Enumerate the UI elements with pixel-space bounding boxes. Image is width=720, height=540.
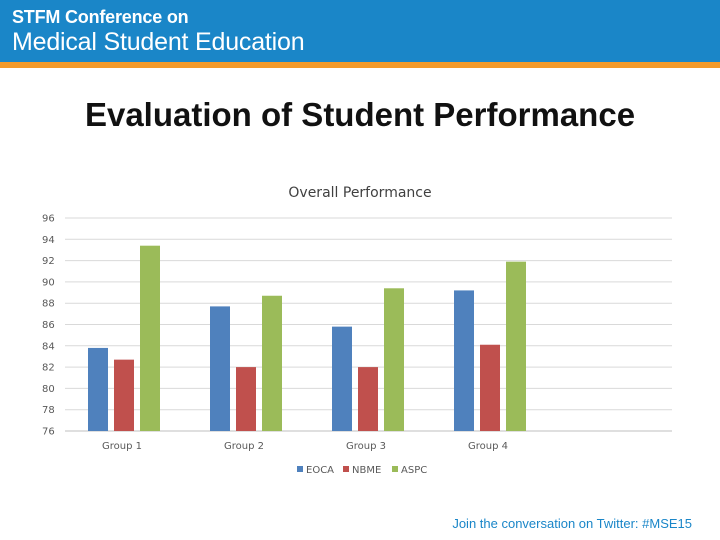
banner-line1: STFM Conference on <box>12 7 189 27</box>
y-tick-label: 96 <box>42 214 55 225</box>
y-tick-label: 94 <box>42 235 55 246</box>
legend-label: EOCA <box>306 465 334 476</box>
bar-aspc-3 <box>384 288 404 431</box>
bar-eoca-4 <box>454 290 474 431</box>
bar-eoca-1 <box>88 347 108 431</box>
x-tick-label: Group 4 <box>468 441 508 452</box>
slide-title: Evaluation of Student Performance <box>84 96 636 133</box>
bar-eoca-3 <box>332 326 352 431</box>
banner-line2: Medical Student Education <box>12 28 305 56</box>
y-tick-label: 80 <box>42 384 55 395</box>
legend-label: NBME <box>352 465 381 476</box>
legend-swatch-aspc <box>392 466 398 472</box>
y-tick-label: 82 <box>42 363 55 374</box>
legend-swatch-nbme <box>343 466 349 472</box>
bar-eoca-2 <box>210 306 230 431</box>
chart-title: Overall Performance <box>288 185 432 201</box>
x-tick-label: Group 3 <box>346 441 386 452</box>
y-tick-label: 88 <box>42 299 55 310</box>
y-tick-label: 92 <box>42 256 55 267</box>
y-tick-label: 90 <box>42 277 55 288</box>
conference-banner: STFM Conference on Medical Student Educa… <box>0 0 720 62</box>
y-tick-label: 76 <box>42 427 55 438</box>
y-tick-label: 78 <box>42 405 55 416</box>
y-tick-label: 86 <box>42 320 55 331</box>
legend-swatch-eoca <box>297 466 303 472</box>
bar-aspc-2 <box>262 295 282 431</box>
x-tick-label: Group 2 <box>224 441 264 452</box>
y-tick-label: 84 <box>42 341 55 352</box>
bar-nbme-4 <box>480 344 500 431</box>
bar-aspc-1 <box>140 245 160 431</box>
bar-nbme-1 <box>114 359 134 431</box>
twitter-footer: Join the conversation on Twitter: #MSE15 <box>452 516 692 531</box>
bar-aspc-4 <box>506 261 526 431</box>
x-tick-label: Group 1 <box>102 441 142 452</box>
bar-nbme-2 <box>236 367 256 431</box>
banner-stripe <box>0 62 720 68</box>
bar-nbme-3 <box>358 367 378 431</box>
legend-label: ASPC <box>401 465 427 476</box>
